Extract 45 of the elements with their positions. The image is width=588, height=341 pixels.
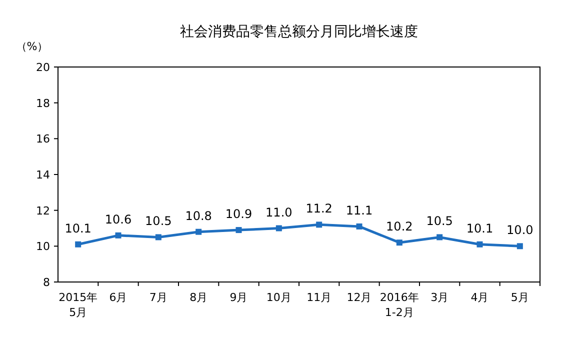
chart-title: 社会消费品零售总额分月同比增长速度 [180,24,418,40]
point [236,227,242,234]
x-tick-label: 3月 [430,291,449,304]
data-label: 10.1 [64,221,92,236]
data-label: 11.2 [306,202,332,216]
x-tick-label: 11月 [306,291,332,304]
y-tick-label: 8 [43,276,50,289]
x-tick-label: 7月 [149,291,168,304]
x-tick-label: 4月 [470,291,489,304]
data-label: 10.0 [506,223,534,238]
data-label: 10.5 [145,214,172,228]
data-label: 10.5 [426,214,453,228]
y-tick-label: 20 [36,61,50,74]
x-tick-label: 5月 [510,291,529,304]
x-tick-label: 6月 [109,291,128,304]
point [356,223,362,230]
point [115,232,122,238]
point [276,225,282,232]
y-axis-title: （%） [16,40,48,53]
x-tick-label: 2015年 5月 [58,291,98,319]
point [436,234,443,240]
point [196,228,202,235]
point [155,234,162,240]
point [396,240,402,246]
y-tick-label: 18 [36,96,50,110]
data-label: 11.1 [346,203,373,218]
data-label: 10.6 [104,212,132,226]
point [316,222,322,228]
x-tick-label: 9月 [230,291,248,304]
y-tick-label: 16 [36,132,50,146]
point [476,241,483,248]
data-label: 10.2 [386,220,413,234]
x-tick-label: 8月 [190,291,208,304]
data-label: 10.8 [185,208,212,223]
point [75,241,82,248]
x-tick-label: 12月 [346,291,372,304]
point [516,243,523,250]
y-tick-label: 10 [36,240,50,254]
x-tick-label: 10月 [266,291,292,304]
x-tick-label: 2016年 1-2月 [380,291,419,319]
data-label: 11.0 [266,205,292,220]
y-tick-label: 14 [36,168,50,182]
data-label: 10.9 [225,207,252,222]
y-tick-label: 12 [36,204,50,218]
data-label: 10.1 [466,221,494,236]
